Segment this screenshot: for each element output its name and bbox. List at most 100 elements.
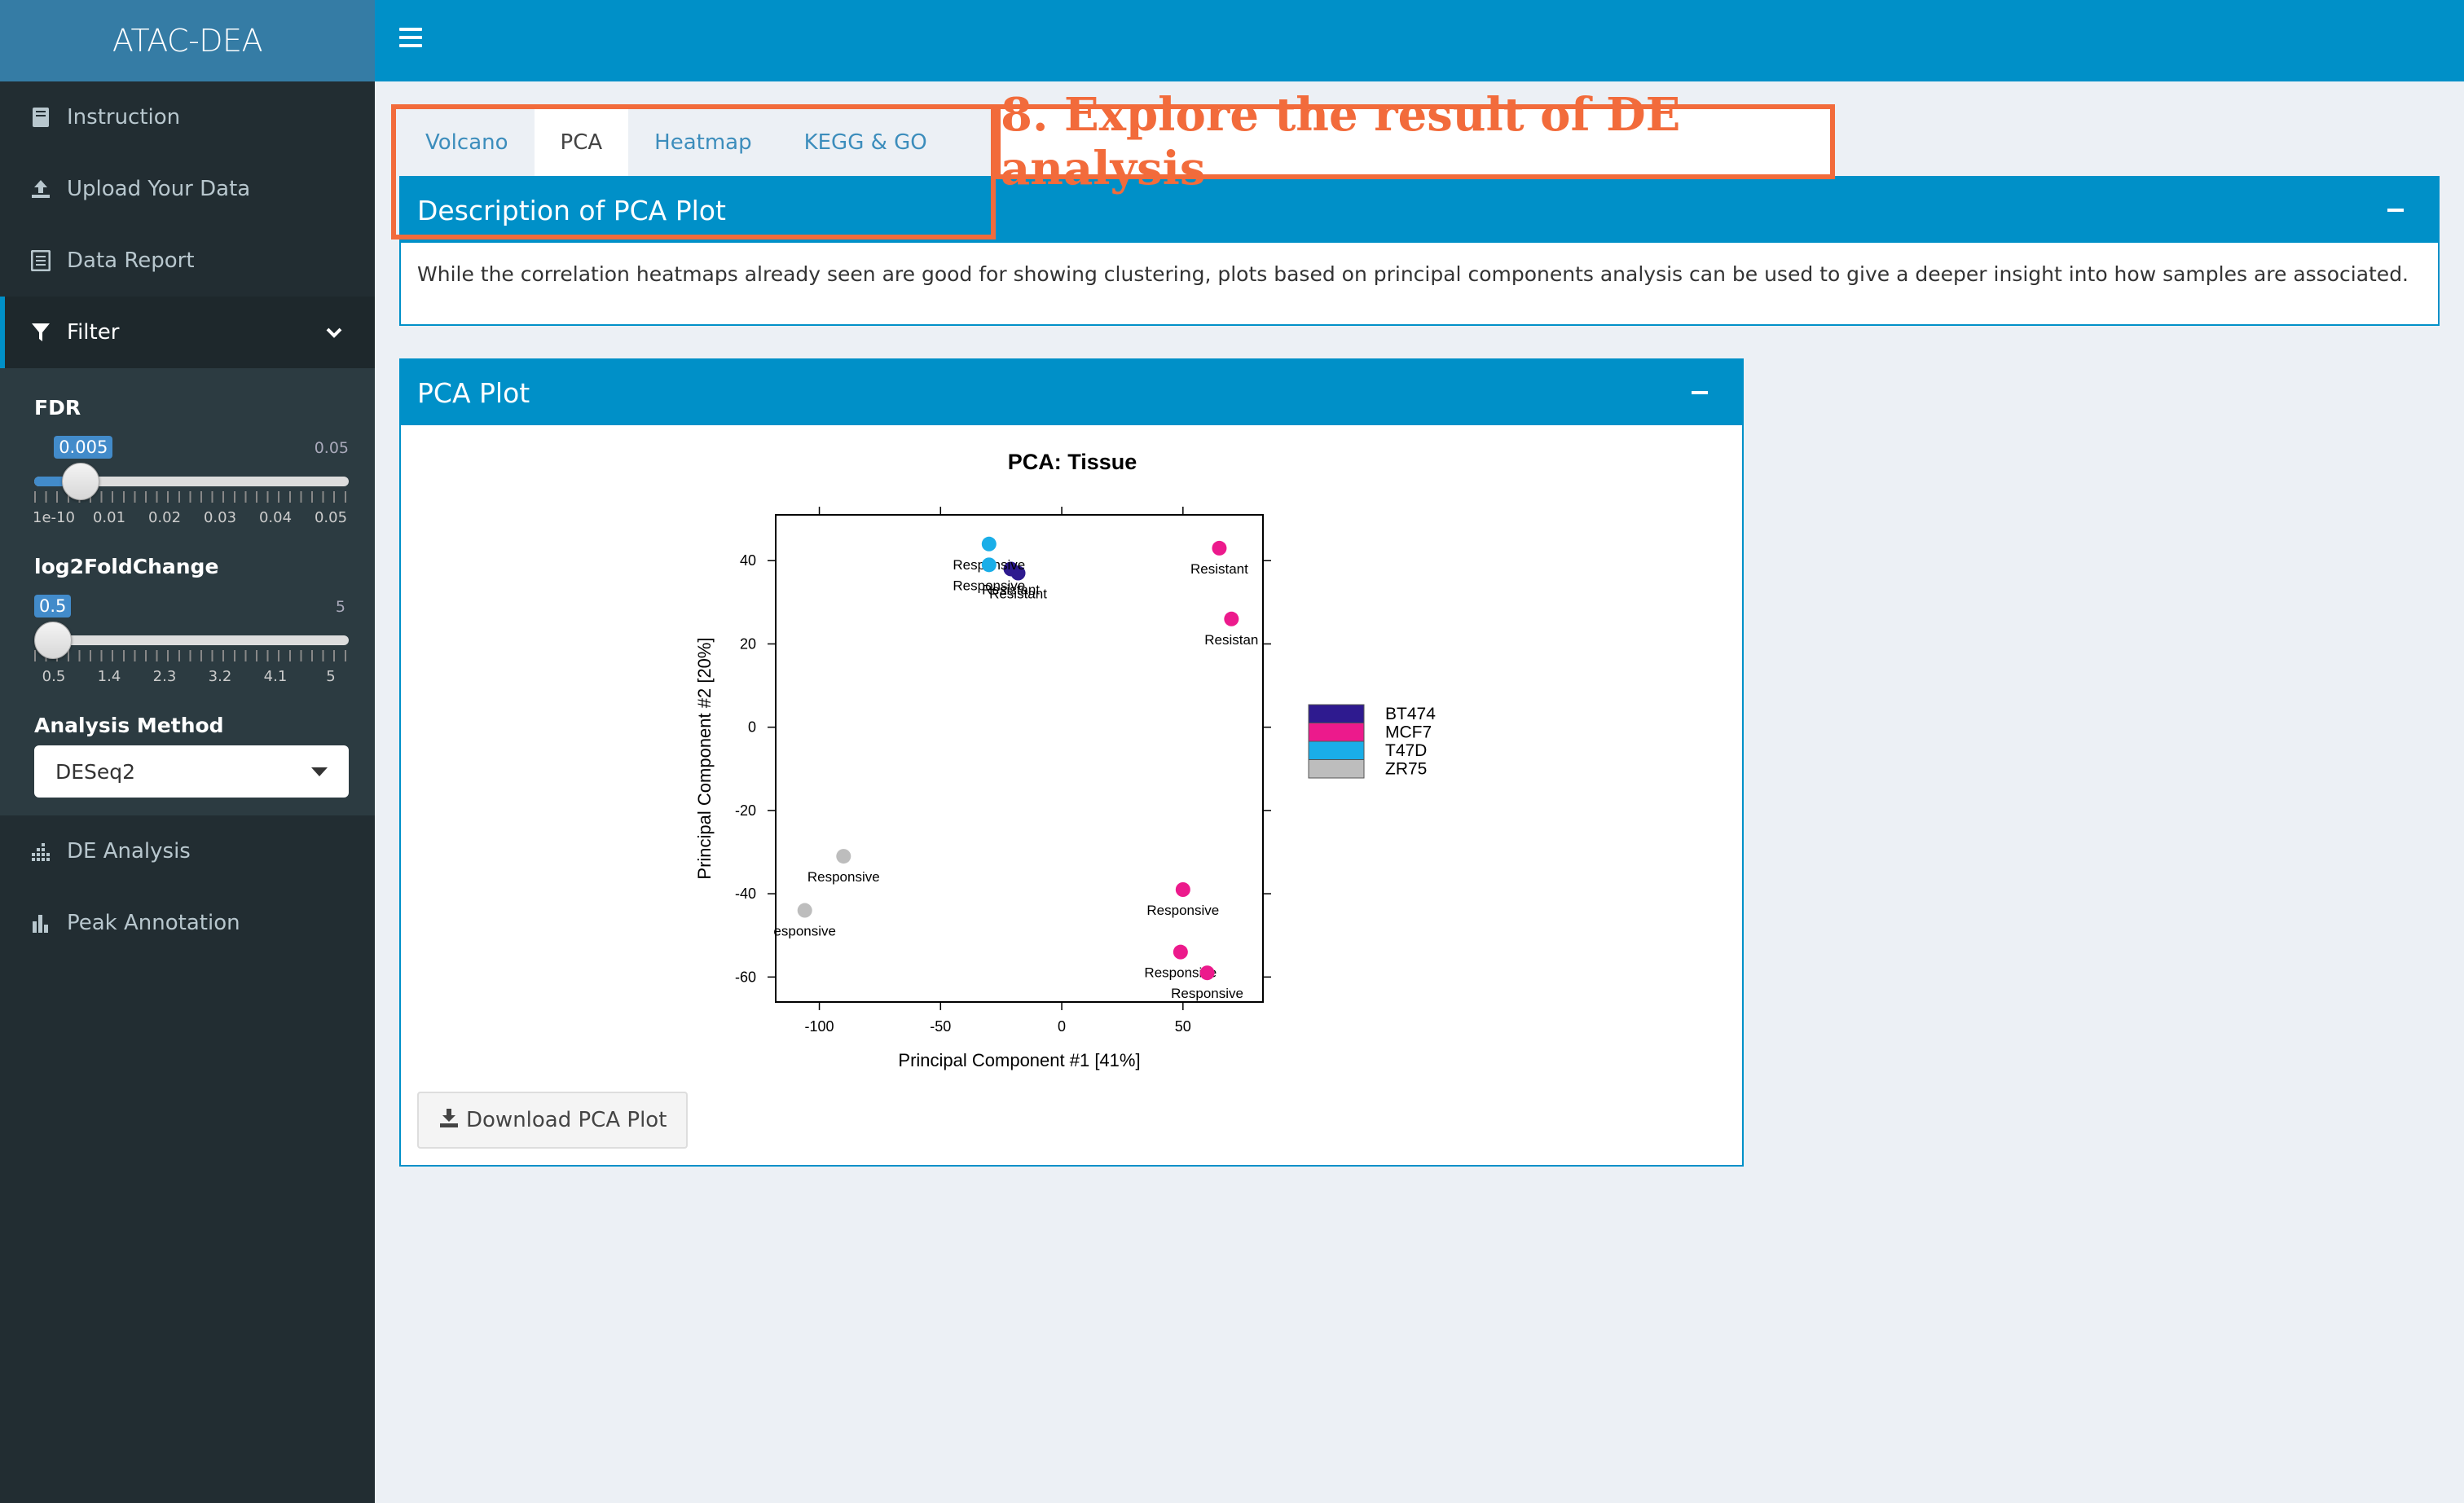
point-label: esponsive [773, 924, 836, 939]
lfc-max-label: 5 [335, 598, 345, 616]
x-tick-label: -50 [930, 1018, 951, 1035]
y-tick-label: -60 [735, 969, 756, 985]
collapse-icon[interactable] [1692, 391, 1708, 394]
lfc-slider-handle[interactable] [34, 622, 72, 659]
sidebar-item-label: DE Analysis [67, 839, 191, 864]
annotation-title: 8. Explore the result of DE analysis [996, 88, 1835, 196]
fdr-value-badge: 0.005 [54, 436, 113, 459]
data-point [836, 849, 851, 864]
lfc-label: log2FoldChange [34, 555, 219, 578]
sidebar-item-instruction[interactable]: Instruction [0, 81, 375, 153]
tab-bar: Volcano PCA Heatmap KEGG & GO [399, 108, 953, 178]
analysis-method-label: Analysis Method [34, 714, 224, 737]
pca-box: PCA Plot PCA: Tissue Principal Component… [399, 358, 1744, 1167]
y-axis-label: Principal Component #2 [20%] [694, 637, 715, 879]
sidebar-item-upload[interactable]: Upload Your Data [0, 153, 375, 225]
fdr-slider-track[interactable] [34, 477, 349, 486]
description-box-header: Description of PCA Plot [401, 178, 2438, 243]
filter-icon [28, 322, 54, 343]
lfc-slider[interactable]: 0.5 5 0.5 1.4 2.3 3.2 4.1 5 [34, 587, 349, 701]
plot-frame [775, 514, 1264, 1003]
data-point [981, 536, 997, 552]
point-label: Resistan [1204, 632, 1258, 648]
legend-label: ZR75 [1385, 760, 1427, 779]
report-icon [28, 250, 54, 271]
sidebar-item-peak-annotation[interactable]: Peak Annotation [0, 887, 375, 959]
top-navbar [375, 0, 2464, 81]
data-point [1224, 611, 1239, 626]
fdr-tick-label: 0.01 [92, 509, 126, 526]
fdr-slider[interactable]: 0.005 0.05 1e-10 0.01 0.02 0.03 0.04 0.0… [33, 428, 349, 542]
point-label: Resistant [1190, 561, 1248, 577]
point-label: Resistant [982, 582, 1040, 597]
analysis-method-value: DESeq2 [55, 759, 136, 784]
fdr-tick-label: 0.02 [147, 509, 182, 526]
legend-swatch [1308, 723, 1365, 742]
bar-dots-icon [28, 842, 54, 861]
sidebar-item-filter[interactable]: Filter [0, 297, 375, 368]
sidebar-item-label: Data Report [67, 248, 195, 273]
fdr-tick-label: 1e-10 [33, 509, 75, 526]
lfc-value-badge: 0.5 [34, 595, 72, 617]
legend-swatch [1308, 759, 1365, 779]
sidebar-item-label: Peak Annotation [67, 911, 240, 935]
lfc-tick-label: 5 [326, 668, 336, 685]
book-icon [28, 107, 54, 128]
x-axis-label: Principal Component #1 [41%] [898, 1050, 1140, 1070]
lfc-tick-label: 2.3 [152, 668, 177, 685]
data-point [1175, 882, 1190, 897]
tab-kegg-go[interactable]: KEGG & GO [803, 130, 927, 155]
pca-box-title: PCA Plot [417, 376, 530, 409]
pca-chart: PCA: Tissue Principal Component #1 [41%]… [694, 450, 1436, 1070]
chart-title: PCA: Tissue [1008, 450, 1137, 474]
data-point [1199, 965, 1215, 981]
x-tick-label: 0 [1058, 1018, 1066, 1035]
sidebar-item-label: Filter [67, 320, 120, 345]
point-label: Responsive [953, 578, 1025, 593]
lfc-slider-track[interactable] [34, 635, 349, 645]
point-label: Responsive [1171, 986, 1243, 1001]
analysis-method-select[interactable]: DESeq2 [34, 745, 349, 798]
fdr-label: FDR [34, 396, 81, 420]
legend-label: MCF7 [1385, 723, 1432, 742]
app-logo[interactable]: ATAC-DEA [0, 0, 375, 81]
data-point [1212, 540, 1227, 556]
data-point [1173, 944, 1188, 960]
data-points: ResistantResistantResistantResistanRespo… [773, 536, 1258, 1001]
fdr-slider-handle[interactable] [62, 463, 100, 500]
data-point [797, 903, 812, 918]
point-label: Resistant [989, 587, 1047, 602]
data-point [1010, 565, 1026, 581]
upload-icon [28, 178, 54, 200]
chevron-down-icon[interactable] [326, 320, 342, 345]
y-tick-label: -40 [735, 886, 756, 902]
fdr-tick-label: 0.05 [314, 509, 348, 526]
tab-volcano[interactable]: Volcano [425, 130, 508, 155]
x-tick-label: 50 [1175, 1018, 1191, 1035]
legend-swatch [1308, 741, 1365, 760]
lfc-tick-label: 0.5 [42, 668, 66, 685]
sidebar-item-data-report[interactable]: Data Report [0, 225, 375, 297]
fdr-max-label: 0.05 [314, 439, 349, 457]
collapse-icon[interactable] [2387, 209, 2404, 212]
sidebar-item-de-analysis[interactable]: DE Analysis [0, 815, 375, 887]
pca-box-header: PCA Plot [401, 360, 1742, 425]
sidebar: Instruction Upload Your Data Data Report… [0, 81, 375, 1503]
point-label: Responsive [1146, 903, 1219, 918]
sidebar-item-label: Upload Your Data [67, 177, 251, 201]
description-box-title: Description of PCA Plot [417, 194, 726, 226]
bar-chart-icon [28, 913, 54, 933]
data-point [981, 557, 997, 573]
lfc-tick-label: 4.1 [263, 668, 288, 685]
caret-down-icon [311, 767, 328, 776]
tab-pca[interactable]: PCA [534, 108, 629, 178]
download-pca-label: Download PCA Plot [466, 1108, 667, 1132]
tab-heatmap[interactable]: Heatmap [654, 130, 752, 155]
hamburger-menu-icon[interactable] [399, 28, 422, 52]
point-label: Responsive [807, 869, 880, 885]
download-pca-button[interactable]: Download PCA Plot [417, 1092, 689, 1149]
fdr-tick-label: 0.04 [258, 509, 293, 526]
point-label: Responsive [1144, 965, 1217, 981]
legend-label: BT474 [1385, 705, 1436, 723]
